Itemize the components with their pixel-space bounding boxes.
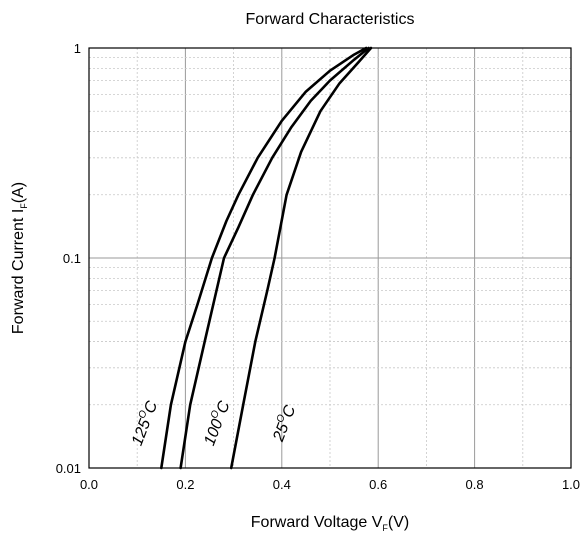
x-tick-label: 1.0 [562, 477, 580, 492]
curve-label-100c: 100OC [199, 398, 233, 448]
curve-125c [160, 46, 368, 470]
x-tick-labels: 0.0 0.2 0.4 0.6 0.8 1.0 [80, 477, 580, 492]
curve-100c [179, 46, 370, 470]
y-tick-label: 1 [74, 41, 81, 56]
y-axis-label-sub: F [19, 203, 29, 209]
x-tick-label: 0.2 [176, 477, 194, 492]
x-axis-label-main: Forward Voltage V [251, 514, 383, 531]
x-axis-label-suffix: (V) [388, 514, 409, 531]
curve-label-value: 100 [201, 417, 226, 448]
curve-label-value: 25 [270, 421, 293, 445]
y-tick-label: 0.1 [63, 251, 81, 266]
curves [160, 46, 373, 470]
x-tick-label: 0.6 [369, 477, 387, 492]
y-tick-label: 0.01 [56, 461, 81, 476]
y-axis-label-suffix: (A) [10, 182, 27, 203]
plot-frame [88, 47, 572, 469]
grid [89, 48, 571, 468]
curve-label-degree: O [275, 413, 288, 424]
x-tick-label: 0.0 [80, 477, 98, 492]
curve-label-125c: 125OC [127, 398, 161, 448]
x-tick-label: 0.4 [273, 477, 291, 492]
chart-title: Forward Characteristics [246, 11, 415, 28]
curve-label-25c: 25OC [268, 402, 300, 445]
x-axis-label-sub: F [382, 523, 388, 533]
curve-labels: 125OC 100OC 25OC [127, 398, 300, 448]
curve-label-degree: O [209, 409, 222, 420]
y-axis-label-main: Forward Current I [10, 209, 27, 334]
curve-label-value: 125 [129, 417, 154, 448]
y-tick-labels: 0.01 0.1 1 [56, 41, 81, 476]
y-axis-label: Forward Current IF(A) [10, 182, 29, 334]
curve-25c [229, 46, 373, 470]
x-axis-label: Forward Voltage VF(V) [251, 514, 409, 533]
x-tick-label: 0.8 [466, 477, 484, 492]
curve-label-degree: O [137, 409, 150, 420]
